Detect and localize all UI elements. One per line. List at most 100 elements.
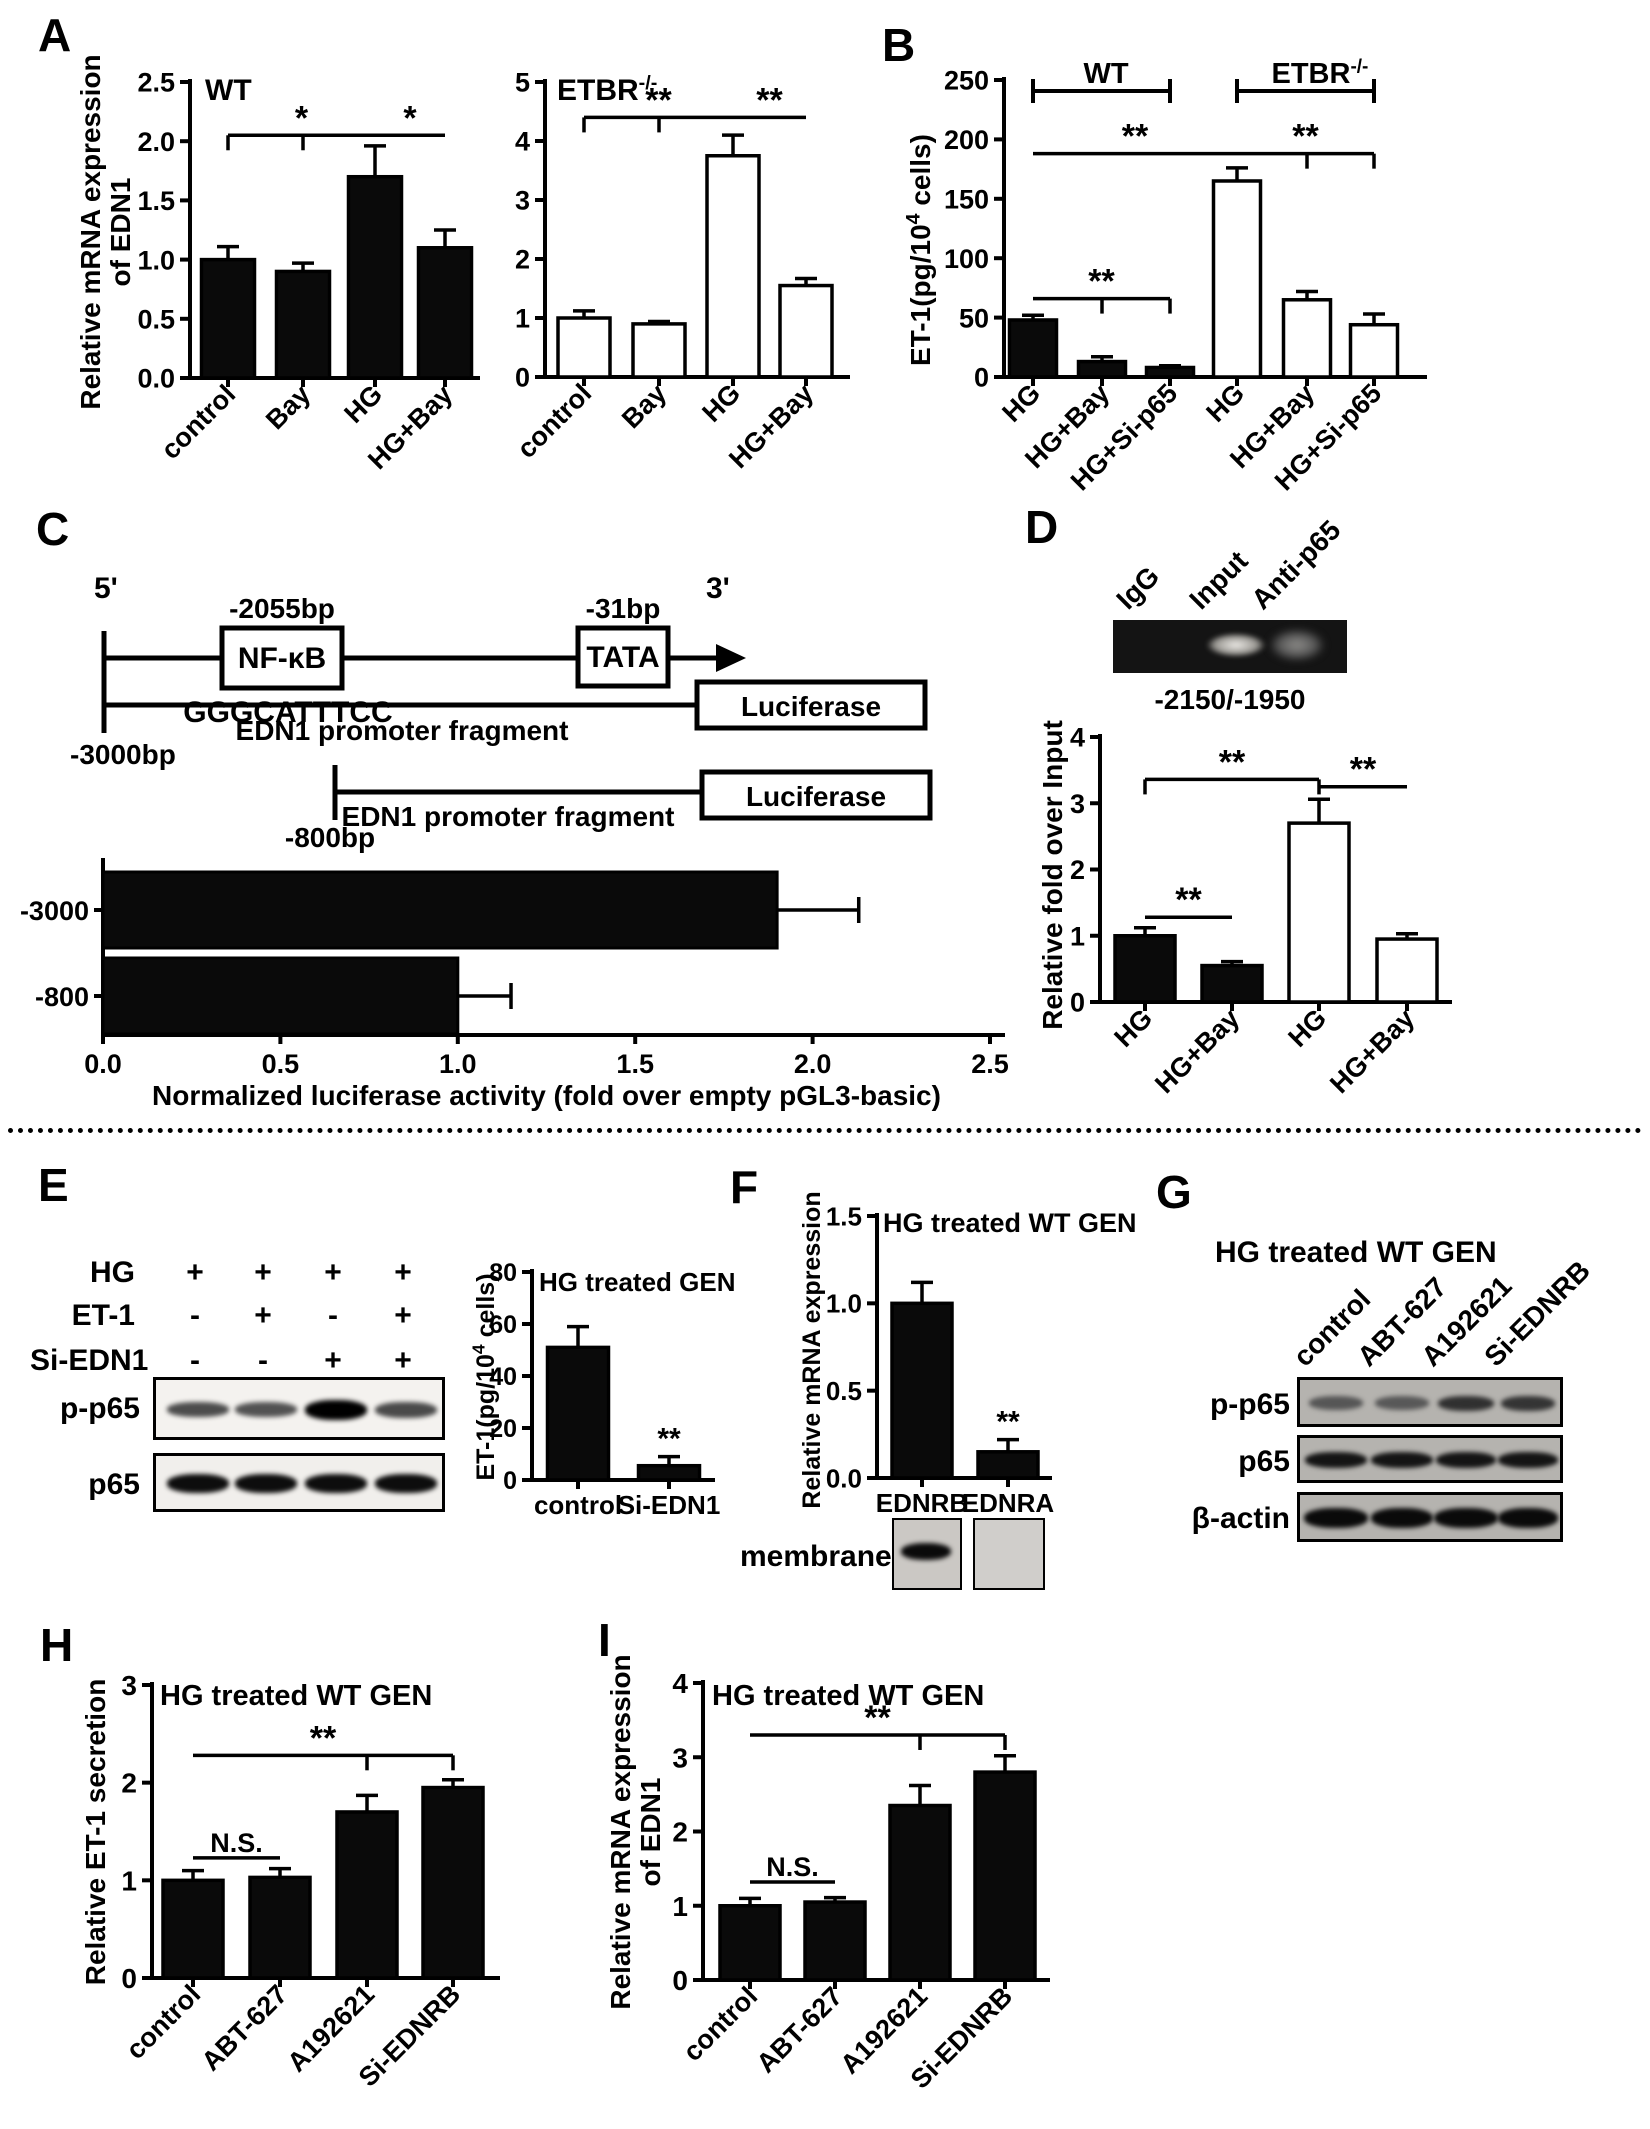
- protein-band: [1434, 1508, 1498, 1528]
- sig-label: **: [756, 81, 783, 119]
- y-axis-title: ET-1(pg/104 cells): [902, 134, 936, 366]
- panel-letter-e: E: [38, 1159, 69, 1211]
- bar-control: [545, 1345, 611, 1482]
- y-tick-label: 1.5: [826, 1201, 862, 1231]
- protein-band: [375, 1401, 437, 1418]
- membrane-blot-ednrb: [892, 1518, 962, 1590]
- x-tick-label: 0.0: [84, 1049, 122, 1079]
- luciferase-label-2: Luciferase: [746, 781, 886, 812]
- bar-HG: [1007, 318, 1059, 379]
- matrix-mark: +: [324, 1344, 342, 1377]
- sig-label: **: [1088, 263, 1115, 301]
- seg: ET-1(pg/10: [472, 1354, 500, 1480]
- matrix-mark: +: [254, 1256, 272, 1289]
- y-tick-label: 0.0: [137, 364, 175, 394]
- sig-label: **: [1292, 118, 1319, 156]
- protein-band: [1371, 1452, 1433, 1468]
- protein-band: [1438, 1395, 1494, 1411]
- sig-label: **: [1122, 118, 1149, 156]
- sup: 4: [902, 213, 924, 224]
- panel-letter-i: I: [598, 1614, 611, 1666]
- base: HG treated WT GEN: [712, 1680, 984, 1712]
- protein-band: [235, 1402, 297, 1417]
- blot-image-p65: [1297, 1435, 1563, 1483]
- tata-box: [575, 625, 671, 689]
- bar-A192621: [335, 1810, 399, 1980]
- bar-HG: [1211, 179, 1263, 379]
- blot-label-p65: p65: [1238, 1445, 1290, 1478]
- protein-band: [1501, 1395, 1555, 1411]
- tata-label: TATA: [586, 641, 659, 674]
- blot-image-p65: [153, 1453, 445, 1512]
- sig-star: **: [996, 1406, 1020, 1439]
- base: HG treated GEN: [539, 1267, 736, 1297]
- blot-label-p65: p65: [88, 1468, 140, 1501]
- bar-ABT-627: [248, 1875, 312, 1980]
- y-tick-label: 1: [672, 1891, 688, 1922]
- base: ETBR: [1272, 58, 1351, 90]
- sig-label: **: [1350, 751, 1377, 789]
- panel-g-title: HG treated WT GEN: [1215, 1236, 1497, 1269]
- bar-HG+Si-p65: [1348, 322, 1400, 379]
- nfkb-position: -2055bp: [229, 593, 335, 624]
- y-axis-title: ET-1(pg/104 cells): [469, 1273, 501, 1480]
- y-tick-label: 1.5: [137, 186, 175, 216]
- bar-Bay: [631, 322, 687, 379]
- y-tick-label: 0: [974, 363, 989, 393]
- y-tick-label: 2: [672, 1817, 688, 1848]
- x-label-HG: HG: [1108, 1003, 1158, 1053]
- promoter-diagram: 5' 3' NF-κB -2055bp GGGCATTTCC TATA -31bp Lucif…: [70, 572, 933, 853]
- sup: -/-: [639, 72, 658, 94]
- bar-HG+Bay: [1375, 937, 1439, 1004]
- y-tick-label: 2: [121, 1768, 137, 1799]
- x-tick-label: 1.5: [616, 1049, 654, 1079]
- panel-letter-a: A: [38, 9, 72, 61]
- base: ETBR: [557, 74, 639, 107]
- bar-HG: [705, 154, 761, 379]
- matrix-mark: -: [190, 1344, 200, 1377]
- bar-Si-EDNRB: [973, 1770, 1037, 1982]
- y-tick-label: 20: [489, 1415, 517, 1443]
- protein-band: [1305, 1452, 1367, 1468]
- matrix-mark: +: [324, 1256, 342, 1289]
- y-tick-label: 1: [515, 304, 530, 334]
- membrane-label: membrane: [740, 1540, 892, 1573]
- sig-label: **: [1219, 743, 1246, 781]
- x-label-HG: HG: [696, 378, 746, 428]
- base: HG treated WT GEN: [883, 1208, 1137, 1238]
- sig-label: **: [1175, 881, 1202, 919]
- bar-control: [161, 1878, 225, 1980]
- y-axis-title: of EDN1: [635, 1778, 666, 1887]
- y-tick-label: 4: [672, 1668, 688, 1699]
- matrix-mark: -: [258, 1344, 268, 1377]
- bar-control: [556, 316, 612, 379]
- protein-band: [1498, 1452, 1558, 1468]
- matrix-row-label-ET-1: ET-1: [71, 1299, 135, 1332]
- y-tick-label: 2: [1070, 855, 1085, 885]
- sup: -/-: [1350, 57, 1368, 78]
- matrix-mark: +: [394, 1299, 412, 1332]
- arrowhead: [716, 644, 746, 672]
- bar-Bay: [274, 269, 332, 380]
- panel-letter-h: H: [40, 1619, 74, 1671]
- membrane-blot-ednra: [973, 1518, 1045, 1590]
- membrane-band-ednrb: [901, 1543, 951, 1560]
- x-label-Bay: Bay: [616, 378, 672, 434]
- plot-title: HG treated GEN: [539, 1267, 736, 1297]
- matrix-row-label-Si-EDN1: Si-EDN1: [30, 1344, 149, 1377]
- y-tick-label: 0: [121, 1963, 137, 1994]
- protein-band: [1304, 1508, 1368, 1528]
- matrix-mark: -: [328, 1299, 338, 1332]
- x-label-ABT-627: ABT-627: [751, 1981, 849, 2079]
- blot-image-β-actin: [1297, 1492, 1563, 1542]
- y-tick-label: 1: [1070, 921, 1085, 951]
- bar-Si-EDN1: [636, 1463, 702, 1482]
- matrix-mark: +: [394, 1344, 412, 1377]
